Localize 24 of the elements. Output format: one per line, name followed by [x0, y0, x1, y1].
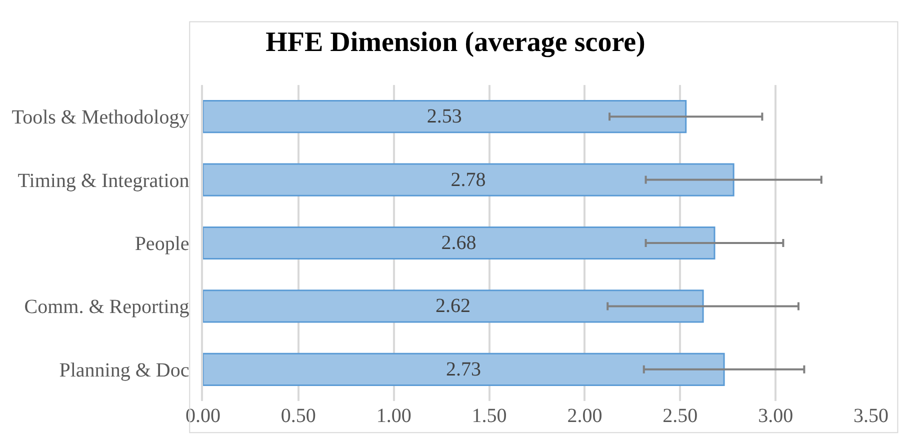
x-tick-label: 0.00: [186, 405, 220, 427]
data-label: 2.68: [441, 232, 476, 254]
x-tick-label: 3.00: [758, 405, 794, 427]
x-tick-label: 1.00: [376, 405, 412, 427]
x-tick-label: 0.50: [280, 405, 316, 427]
y-tick-label: Comm. & Reporting: [24, 296, 190, 318]
x-tick-label: 2.50: [662, 405, 698, 427]
x-tick-label: 3.50: [854, 405, 888, 427]
bar: [203, 226, 716, 260]
y-tick-label: Planning & Doc: [59, 359, 190, 382]
y-tick-label: Timing & Integration: [18, 170, 190, 192]
y-tick-label: People: [134, 233, 190, 255]
bar: [203, 163, 734, 196]
bar: [203, 290, 704, 323]
bar: [203, 352, 725, 386]
data-label: 2.53: [426, 106, 462, 128]
data-label: 2.78: [450, 168, 486, 191]
y-tick-label: Tools & Methodology: [12, 106, 190, 129]
bar: [203, 100, 687, 134]
x-tick-label: 2.00: [567, 405, 602, 427]
data-label: 2.62: [436, 295, 471, 318]
data-label: 2.73: [446, 358, 482, 380]
chart-title: HFE Dimension (average score): [266, 26, 646, 58]
x-tick-label: 1.50: [472, 405, 507, 427]
